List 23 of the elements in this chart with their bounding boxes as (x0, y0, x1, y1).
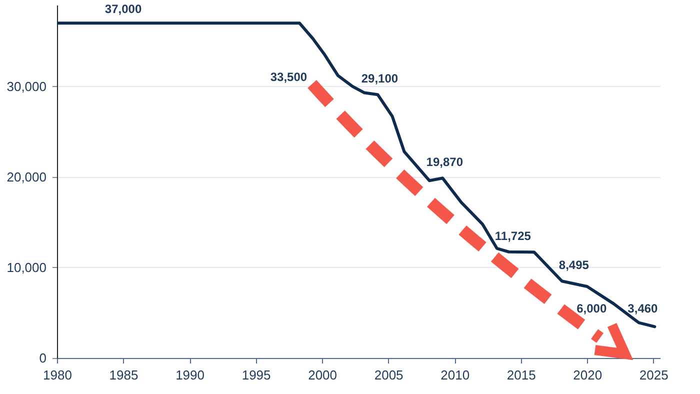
y-tick-label: 10,000 (6, 260, 46, 275)
y-tick-label: 30,000 (6, 78, 46, 94)
annotation: 3,460 (628, 302, 658, 316)
x-tick-label: 2005 (374, 368, 404, 382)
x-tick-label: 2000 (308, 368, 338, 382)
x-tick-label: 2025 (639, 368, 668, 382)
x-tick-label: 1995 (242, 368, 271, 382)
x-tick-label: 2015 (506, 368, 536, 382)
annotation: 37,000 (104, 2, 142, 16)
annotation: 11,725 (494, 228, 532, 243)
annotation: 19,870 (426, 155, 464, 170)
line-series (57, 22, 656, 328)
annotation: 29,100 (361, 72, 398, 86)
x-tick-label: 1990 (176, 368, 204, 382)
y-tick-label: 20,000 (6, 169, 46, 184)
x-tick-label: 2020 (573, 368, 602, 382)
x-tick-label: 2010 (440, 368, 470, 382)
y-tick-label: 0 (39, 350, 46, 366)
annotation: 33,500 (270, 70, 308, 84)
x-tick-label: 1980 (43, 368, 72, 382)
annotation: 8,495 (558, 258, 590, 272)
x-tick-label: 1985 (109, 368, 138, 382)
annotation: 6,000 (576, 302, 607, 316)
